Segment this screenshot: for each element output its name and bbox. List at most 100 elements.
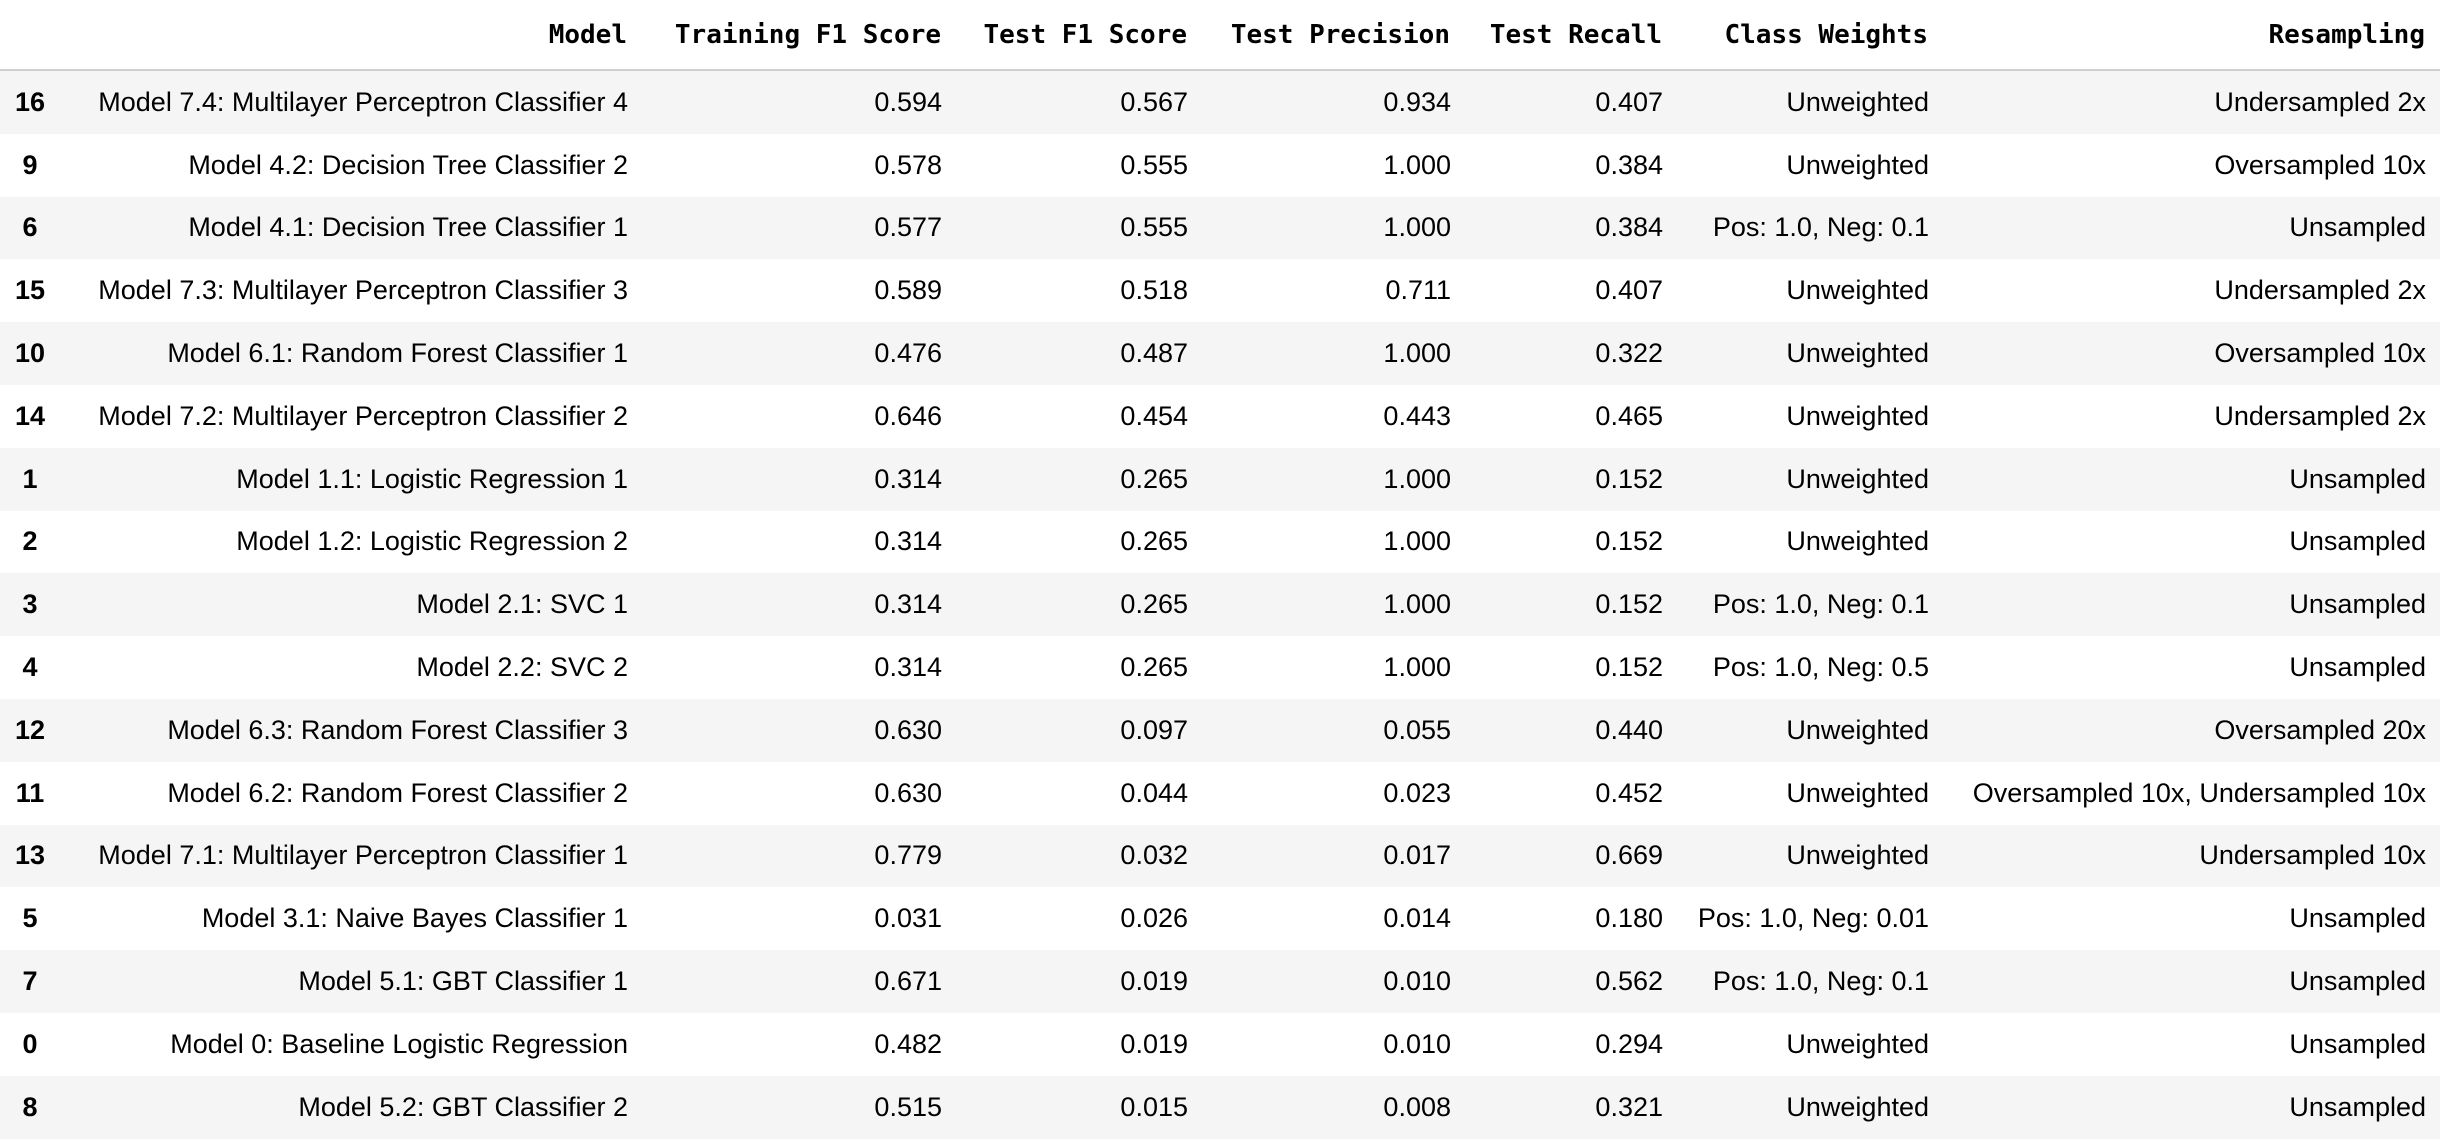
- cell-model: Model 5.1: GBT Classifier 1: [298, 966, 628, 997]
- cell-resampling: Undersampled 10x: [2199, 840, 2426, 871]
- row-index: 5: [22, 903, 38, 934]
- row-index: 8: [22, 1091, 38, 1122]
- table-row: 9 Model 4.2: Decision Tree Classifier 2 0.…: [0, 133, 2440, 197]
- cell-training-f1: 0.577: [874, 212, 942, 243]
- cell-model: Model 2.1: SVC 1: [416, 589, 628, 620]
- cell-model: Model 1.2: Logistic Regression 2: [236, 526, 628, 557]
- cell-class-weights: Unweighted: [1786, 149, 1929, 180]
- cell-class-weights: Pos: 1.0, Neg: 0.01: [1697, 903, 1929, 934]
- cell-training-f1: 0.476: [874, 338, 942, 369]
- header-test-precision: Test Precision: [1202, 0, 1465, 71]
- header-model: Model: [58, 0, 642, 71]
- cell-test-precision: 0.010: [1383, 966, 1451, 997]
- cell-model: Model 1.1: Logistic Regression 1: [236, 463, 628, 494]
- cell-resampling: Oversampled 10x, Undersampled 10x: [1972, 777, 2426, 808]
- cell-test-recall: 0.384: [1595, 149, 1663, 180]
- table-row: 5 Model 3.1: Naive Bayes Classifier 1 0.03…: [0, 887, 2440, 951]
- cell-test-f1: 0.265: [1120, 652, 1188, 683]
- header-training-f1: Training F1 Score: [642, 0, 956, 71]
- row-index: 2: [22, 526, 38, 557]
- cell-test-f1: 0.015: [1120, 1091, 1188, 1122]
- row-index: 14: [14, 400, 46, 431]
- row-index: 12: [14, 714, 46, 745]
- cell-class-weights: Unweighted: [1786, 777, 1929, 808]
- cell-test-f1: 0.019: [1120, 1028, 1188, 1059]
- header-test-f1: Test F1 Score: [956, 0, 1202, 71]
- cell-resampling: Unsampled: [2289, 903, 2426, 934]
- table-row: 8 Model 5.2: GBT Classifier 2 0.515 0.015 0.…: [0, 1075, 2440, 1139]
- cell-training-f1: 0.314: [874, 526, 942, 557]
- cell-model: Model 7.4: Multilayer Perceptron Classif…: [98, 86, 628, 117]
- row-index: 16: [14, 86, 46, 117]
- cell-resampling: Unsampled: [2289, 1028, 2426, 1059]
- cell-class-weights: Unweighted: [1786, 400, 1929, 431]
- cell-training-f1: 0.630: [874, 777, 942, 808]
- cell-class-weights: Unweighted: [1786, 86, 1929, 117]
- cell-test-recall: 0.562: [1595, 966, 1663, 997]
- cell-test-precision: 1.000: [1383, 212, 1451, 243]
- row-index: 11: [15, 777, 45, 808]
- cell-resampling: Unsampled: [2289, 652, 2426, 683]
- cell-resampling: Unsampled: [2289, 589, 2426, 620]
- cell-training-f1: 0.314: [874, 652, 942, 683]
- cell-training-f1: 0.646: [874, 400, 942, 431]
- cell-model: Model 2.2: SVC 2: [416, 652, 628, 683]
- cell-model: Model 6.1: Random Forest Classifier 1: [167, 338, 628, 369]
- table-row: 13 Model 7.1: Multilayer Perceptron Class…: [0, 824, 2440, 888]
- row-index: 13: [14, 840, 46, 871]
- cell-class-weights: Unweighted: [1786, 275, 1929, 306]
- cell-class-weights: Unweighted: [1786, 338, 1929, 369]
- table-row: 3 Model 2.1: SVC 1 0.314 0.265 1.000 0.152 Pos…: [0, 573, 2440, 637]
- cell-test-precision: 1.000: [1383, 652, 1451, 683]
- cell-test-f1: 0.019: [1120, 966, 1188, 997]
- cell-test-precision: 1.000: [1383, 526, 1451, 557]
- header-row: Model Training F1 Score Test F1 Score Te…: [0, 0, 2440, 71]
- header-index: [0, 0, 58, 71]
- table-row: 2 Model 1.2: Logistic Regression 2 0.314 0.…: [0, 510, 2440, 574]
- row-index: 0: [22, 1028, 38, 1059]
- cell-class-weights: Pos: 1.0, Neg: 0.1: [1712, 212, 1929, 243]
- cell-training-f1: 0.594: [874, 86, 942, 117]
- table-row: 6 Model 4.1: Decision Tree Classifier 1 0.…: [0, 196, 2440, 260]
- row-index: 6: [22, 212, 38, 243]
- cell-class-weights: Pos: 1.0, Neg: 0.1: [1712, 966, 1929, 997]
- cell-test-precision: 0.934: [1383, 86, 1451, 117]
- cell-training-f1: 0.515: [874, 1091, 942, 1122]
- table-row: 7 Model 5.1: GBT Classifier 1 0.671 0.019 0.…: [0, 950, 2440, 1013]
- cell-test-f1: 0.026: [1120, 903, 1188, 934]
- cell-test-recall: 0.180: [1595, 903, 1663, 934]
- cell-test-recall: 0.152: [1595, 589, 1663, 620]
- cell-test-f1: 0.454: [1120, 400, 1188, 431]
- cell-model: Model 7.1: Multilayer Perceptron Classif…: [98, 840, 628, 871]
- cell-model: Model 5.2: GBT Classifier 2: [298, 1091, 628, 1122]
- cell-test-recall: 0.152: [1595, 526, 1663, 557]
- cell-test-f1: 0.265: [1120, 463, 1188, 494]
- cell-class-weights: Unweighted: [1786, 463, 1929, 494]
- cell-test-precision: 0.023: [1383, 777, 1451, 808]
- cell-test-precision: 0.443: [1383, 400, 1451, 431]
- cell-resampling: Undersampled 2x: [2214, 275, 2426, 306]
- cell-test-f1: 0.265: [1120, 526, 1188, 557]
- cell-test-precision: 1.000: [1383, 463, 1451, 494]
- cell-test-f1: 0.567: [1120, 86, 1188, 117]
- cell-test-recall: 0.294: [1595, 1028, 1663, 1059]
- cell-test-recall: 0.440: [1595, 714, 1663, 745]
- cell-model: Model 7.2: Multilayer Perceptron Classif…: [98, 400, 628, 431]
- row-index: 4: [22, 652, 38, 683]
- header-resampling: Resampling: [1943, 0, 2440, 71]
- cell-training-f1: 0.589: [874, 275, 942, 306]
- cell-training-f1: 0.578: [874, 149, 942, 180]
- row-index: 7: [22, 966, 38, 997]
- cell-test-f1: 0.487: [1120, 338, 1188, 369]
- cell-resampling: Unsampled: [2289, 463, 2426, 494]
- cell-test-f1: 0.518: [1120, 275, 1188, 306]
- cell-resampling: Undersampled 2x: [2214, 86, 2426, 117]
- cell-test-precision: 0.055: [1383, 714, 1451, 745]
- cell-resampling: Oversampled 20x: [2214, 714, 2426, 745]
- cell-resampling: Oversampled 10x: [2214, 149, 2426, 180]
- cell-model: Model 4.2: Decision Tree Classifier 2: [188, 149, 628, 180]
- cell-test-recall: 0.407: [1595, 86, 1663, 117]
- cell-test-precision: 1.000: [1383, 149, 1451, 180]
